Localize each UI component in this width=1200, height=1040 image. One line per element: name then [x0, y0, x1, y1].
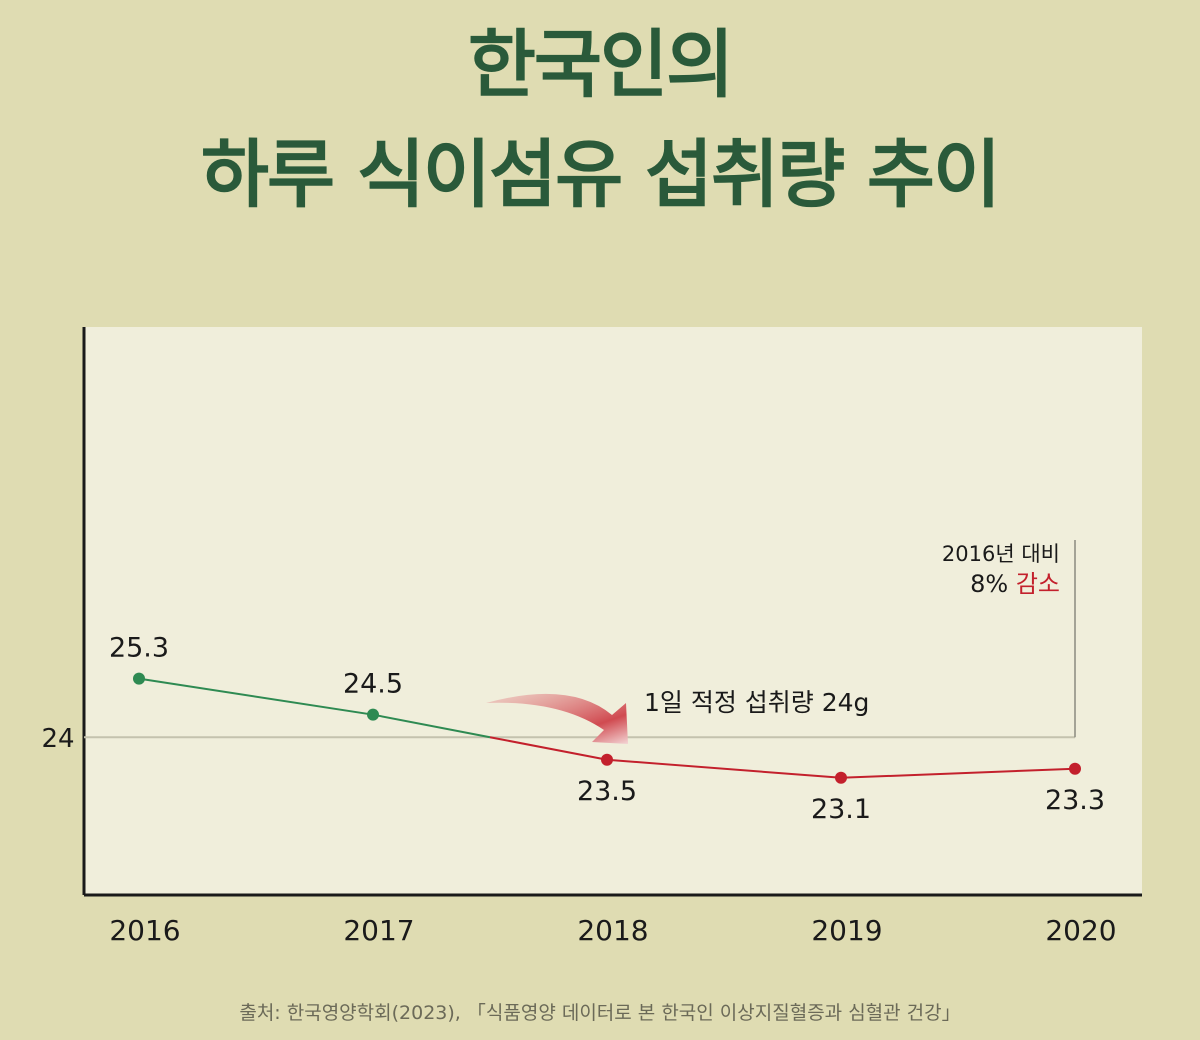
- data-point-2019: [835, 771, 847, 784]
- data-label-2017: 24.5: [343, 669, 403, 700]
- line-segment: [840, 767, 1076, 779]
- decrease-arrow-icon: [486, 693, 628, 744]
- title-line-2: 하루 식이섬유 섭취량 추이: [200, 132, 1001, 218]
- annotation-percent: 8%: [970, 570, 1016, 598]
- data-point-2018: [601, 753, 613, 766]
- x-tick-label-2017: 2017: [343, 914, 414, 947]
- line-segment: [138, 677, 374, 716]
- data-label-2019: 23.1: [811, 794, 871, 825]
- x-tick-label-2020: 2020: [1045, 914, 1116, 947]
- line-segment: [489, 736, 608, 761]
- data-point-2017: [367, 708, 379, 721]
- x-tick-label-2016: 2016: [109, 914, 180, 947]
- line-segment: [606, 758, 842, 779]
- annotation-highlight: 감소: [1016, 570, 1060, 598]
- data-point-2020: [1069, 762, 1081, 775]
- data-label-2018: 23.5: [577, 776, 637, 807]
- reference-line-label: 1일 적정 섭취량 24g: [644, 688, 869, 717]
- source-note: 출처: 한국영양학회(2023), 「식품영양 데이터로 본 한국인 이상지질혈…: [239, 1002, 961, 1024]
- data-point-2016: [133, 672, 145, 685]
- x-tick-label-2018: 2018: [577, 914, 648, 947]
- x-tick-label-2019: 2019: [811, 914, 882, 947]
- data-label-2016: 25.3: [109, 633, 169, 664]
- line-segment: [372, 713, 491, 739]
- plot-area: [84, 327, 1142, 895]
- annotation-line-2: 8% 감소: [970, 570, 1060, 598]
- data-label-2020: 23.3: [1045, 785, 1105, 816]
- title-line-1: 한국인의: [467, 22, 734, 108]
- y-tick-label: 24: [41, 724, 74, 754]
- annotation-line-1: 2016년 대비: [942, 542, 1060, 566]
